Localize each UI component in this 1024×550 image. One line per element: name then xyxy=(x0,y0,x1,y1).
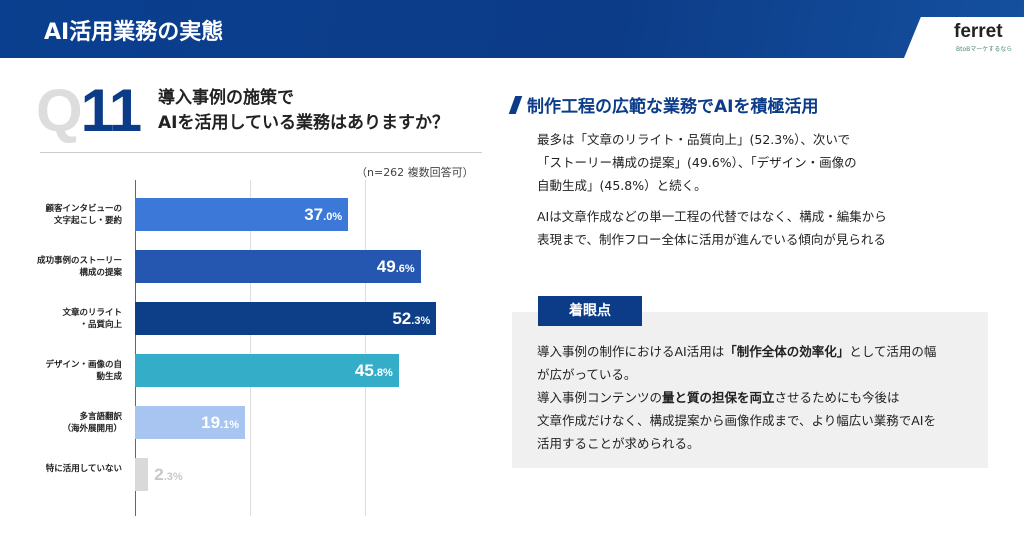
page-title: AI活用業務の実態 xyxy=(44,20,224,45)
category-label: デザイン・画像の自 動生成 xyxy=(45,359,122,382)
text-line: 導入事例の制作におけるAI活用は「制作全体の効率化」として活用の幅 xyxy=(537,340,977,363)
gridline xyxy=(365,180,367,516)
bar xyxy=(135,406,246,439)
gridline xyxy=(250,180,252,516)
bar xyxy=(135,250,421,283)
y-axis-line xyxy=(135,180,136,516)
q-digits: 11 xyxy=(80,77,142,144)
divider xyxy=(40,152,482,153)
text: させるためにも今後は xyxy=(774,390,900,405)
value-label: 45.8% xyxy=(354,361,393,380)
text: 導入事例の制作におけるAI活用は xyxy=(537,344,725,359)
text-line: 最多は「文章のリライト・品質向上」(52.3%）、次いで xyxy=(537,132,850,147)
category-label: 多言語翻訳 （海外展開用） xyxy=(62,411,122,434)
text-line: 自動生成」(45.8%）と続く。 xyxy=(537,178,707,193)
text: として活用の幅 xyxy=(849,344,937,359)
value-label: 49.6% xyxy=(376,257,415,276)
ferret-logo: ferret BtoBマーケするなら xyxy=(904,17,1024,58)
text-line: 活用することが求められる。 xyxy=(537,436,700,451)
key-point-badge: 着眼点 xyxy=(538,296,642,326)
insight-heading: 制作工程の広範な業務でAIを積極活用 xyxy=(508,92,819,117)
insight-heading-text: 制作工程の広範な業務でAIを積極活用 xyxy=(527,97,819,117)
summary-paragraph-2: AIは文章作成などの単一工程の代替ではなく、構成・編集から 表現まで、制作フロー… xyxy=(537,205,887,251)
value-label: 37.0% xyxy=(304,205,343,224)
emphasis: 「制作全体の効率化」 xyxy=(724,344,850,359)
text-line: 表現まで、制作フロー全体に活用が進んでいる傾向が見られる xyxy=(537,232,886,247)
category-label: 成功事例のストーリー 構成の提案 xyxy=(36,255,122,278)
q-letter: Q xyxy=(36,77,83,144)
question-line-2: AIを活用している業務はありますか？ xyxy=(158,113,449,133)
text: 導入事例コンテンツの xyxy=(537,390,663,405)
text-line: 「ストーリー構成の提案」(49.6%）、「デザイン・画像の xyxy=(537,155,857,170)
bar xyxy=(135,354,399,387)
bar xyxy=(135,302,437,335)
text-line: AIは文章作成などの単一工程の代替ではなく、構成・編集から xyxy=(537,209,887,224)
logo-wordmark: ferret xyxy=(954,21,1003,42)
text-line: 文章作成だけなく、構成提案から画像作成まで、より幅広い業務でAIを xyxy=(537,413,936,428)
logo-tagline: BtoBマーケするなら xyxy=(956,46,1013,53)
text-line: 導入事例コンテンツの量と質の担保を両立させるためにも今後は xyxy=(537,386,977,409)
category-label: 顧客インタビューの 文字起こし・要約 xyxy=(45,203,122,226)
question-number: Q11 xyxy=(36,76,142,145)
bar xyxy=(135,458,149,491)
value-label: 52.3% xyxy=(392,309,431,328)
sample-note: （n=262 複数回答可） xyxy=(356,166,474,179)
emphasis: 量と質の担保を両立 xyxy=(662,390,775,405)
text-line: が広がっている。 xyxy=(537,367,637,382)
summary-paragraph-1: 最多は「文章のリライト・品質向上」(52.3%）、次いで 「ストーリー構成の提案… xyxy=(537,128,857,197)
question-line-1: 導入事例の施策で xyxy=(158,88,294,108)
category-label: 特に活用していない xyxy=(45,463,122,474)
category-label: 文章のリライト ・品質向上 xyxy=(62,307,122,330)
key-point-box xyxy=(512,312,988,468)
value-label: 19.1% xyxy=(201,413,240,432)
slash-icon xyxy=(508,95,523,114)
value-label: 2.3% xyxy=(154,465,183,484)
key-point-text: 導入事例の制作におけるAI活用は「制作全体の効率化」として活用の幅 が広がってい… xyxy=(537,340,977,455)
question-text: 導入事例の施策で AIを活用している業務はありますか？ xyxy=(158,86,449,136)
header-bar: AI活用業務の実態 ferret BtoBマーケするなら xyxy=(0,0,1024,58)
bar xyxy=(135,198,349,231)
